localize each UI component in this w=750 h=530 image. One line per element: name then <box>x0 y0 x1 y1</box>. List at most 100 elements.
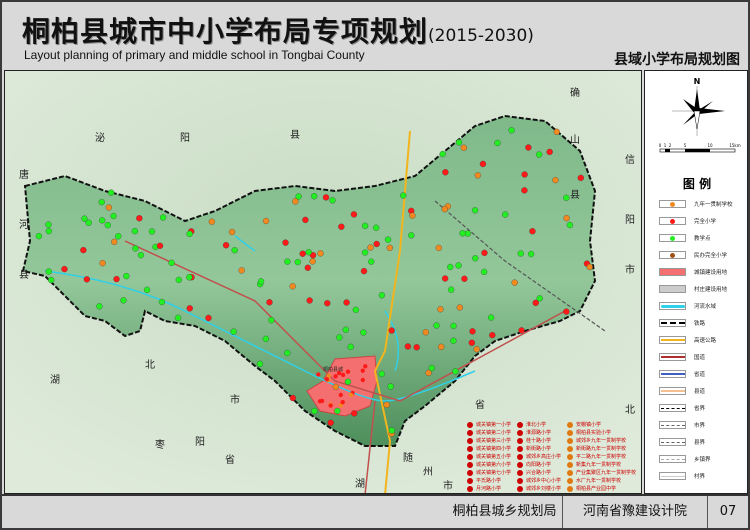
primary-school-marker[interactable] <box>461 275 468 282</box>
teaching-point-marker[interactable] <box>98 217 106 224</box>
primary-school-marker[interactable] <box>546 148 553 156</box>
primary-school-marker[interactable] <box>282 239 289 246</box>
primary-school-marker[interactable] <box>306 297 313 304</box>
teaching-point-marker[interactable] <box>159 214 167 221</box>
nine-year-school-marker[interactable] <box>111 238 118 246</box>
primary-school-marker[interactable] <box>479 160 487 168</box>
urban-school-marker[interactable] <box>333 374 338 379</box>
nine-year-school-marker[interactable] <box>511 279 518 286</box>
primary-school-marker[interactable] <box>222 242 230 249</box>
teaching-point-marker[interactable] <box>81 215 88 222</box>
teaching-point-marker[interactable] <box>186 230 193 238</box>
primary-school-marker[interactable] <box>404 343 411 350</box>
primary-school-marker[interactable] <box>83 276 91 283</box>
teaching-point-marker[interactable] <box>35 232 43 240</box>
teaching-point-marker[interactable] <box>480 268 488 275</box>
teaching-point-marker[interactable] <box>120 297 127 304</box>
nine-year-school-marker[interactable] <box>563 214 570 222</box>
teaching-point-marker[interactable] <box>284 258 291 265</box>
primary-school-marker[interactable] <box>469 328 476 335</box>
teaching-point-marker[interactable] <box>175 276 182 284</box>
primary-school-marker[interactable] <box>489 331 496 339</box>
teaching-point-marker[interactable] <box>257 278 265 285</box>
primary-school-marker[interactable] <box>324 300 331 307</box>
teaching-point-marker[interactable] <box>502 211 509 218</box>
primary-school-marker[interactable] <box>302 216 309 223</box>
primary-school-marker[interactable] <box>343 299 350 306</box>
urban-school-marker[interactable] <box>360 377 365 383</box>
teaching-point-marker[interactable] <box>347 343 354 351</box>
nine-year-school-marker[interactable] <box>238 267 245 274</box>
primary-school-marker[interactable] <box>577 174 584 182</box>
teaching-point-marker[interactable] <box>368 258 375 265</box>
nine-year-school-marker[interactable] <box>262 217 270 225</box>
nine-year-school-marker[interactable] <box>99 260 106 267</box>
urban-school-marker[interactable] <box>326 373 331 379</box>
teaching-point-marker[interactable] <box>439 150 446 158</box>
teaching-point-marker[interactable] <box>45 221 52 228</box>
nine-year-school-marker[interactable] <box>409 212 416 219</box>
teaching-point-marker[interactable] <box>408 232 415 239</box>
teaching-point-marker[interactable] <box>295 193 302 200</box>
urban-school-marker[interactable] <box>340 372 346 378</box>
teaching-point-marker[interactable] <box>448 286 455 293</box>
teaching-point-marker[interactable] <box>388 427 395 434</box>
teaching-point-marker[interactable] <box>447 263 454 271</box>
teaching-point-marker[interactable] <box>336 334 343 341</box>
primary-school-marker[interactable] <box>304 264 311 271</box>
teaching-point-marker[interactable] <box>360 329 367 336</box>
teaching-point-marker[interactable] <box>123 272 130 280</box>
primary-school-marker[interactable] <box>309 252 317 259</box>
nine-year-school-marker[interactable] <box>473 346 480 353</box>
teaching-point-marker[interactable] <box>527 250 535 258</box>
primary-school-marker[interactable] <box>61 265 68 273</box>
teaching-point-marker[interactable] <box>230 328 237 335</box>
teaching-point-marker[interactable] <box>45 227 53 235</box>
teaching-point-marker[interactable] <box>231 247 238 254</box>
nine-year-school-marker[interactable] <box>460 144 468 151</box>
primary-school-marker[interactable] <box>113 275 120 283</box>
teaching-point-marker[interactable] <box>342 326 349 333</box>
primary-school-marker[interactable] <box>529 228 536 235</box>
nine-year-school-marker[interactable] <box>208 218 215 225</box>
urban-school-marker[interactable] <box>360 368 365 373</box>
nine-year-school-marker[interactable] <box>441 206 448 213</box>
teaching-point-marker[interactable] <box>361 249 369 256</box>
urban-school-marker[interactable] <box>316 372 321 377</box>
primary-school-marker[interactable] <box>289 394 297 402</box>
nine-year-school-marker[interactable] <box>386 244 393 251</box>
nine-year-school-marker[interactable] <box>553 128 560 135</box>
teaching-point-marker[interactable] <box>344 378 352 385</box>
primary-school-marker[interactable] <box>518 327 525 334</box>
primary-school-marker[interactable] <box>413 344 420 351</box>
nine-year-school-marker[interactable] <box>552 176 559 184</box>
urban-school-marker[interactable] <box>324 377 330 382</box>
teaching-point-marker[interactable] <box>487 314 495 321</box>
primary-school-marker[interactable] <box>521 171 528 178</box>
teaching-point-marker[interactable] <box>536 295 543 302</box>
teaching-point-marker[interactable] <box>110 212 117 220</box>
teaching-point-marker[interactable] <box>96 303 103 310</box>
teaching-point-marker[interactable] <box>459 230 466 237</box>
primary-school-marker[interactable] <box>338 223 345 230</box>
nine-year-school-marker[interactable] <box>435 244 442 252</box>
teaching-point-marker[interactable] <box>115 233 122 240</box>
teaching-point-marker[interactable] <box>508 127 515 134</box>
teaching-point-marker[interactable] <box>262 335 270 343</box>
nine-year-school-marker[interactable] <box>437 306 444 313</box>
teaching-point-marker[interactable] <box>566 221 574 229</box>
teaching-point-marker[interactable] <box>378 370 385 378</box>
nine-year-school-marker[interactable] <box>228 228 236 236</box>
teaching-point-marker[interactable] <box>311 193 318 200</box>
nine-year-school-marker[interactable] <box>367 244 374 251</box>
urban-school-marker[interactable] <box>363 364 368 369</box>
teaching-point-marker[interactable] <box>168 259 175 266</box>
county-map[interactable]: 唐河县泌阳县确山县信阳市湖北省枣阳市随州市湖北省 城关镇第一小学 城关镇第二小学城… <box>4 70 642 494</box>
teaching-point-marker[interactable] <box>455 262 462 269</box>
primary-school-marker[interactable] <box>327 419 334 426</box>
teaching-point-marker[interactable] <box>535 151 543 158</box>
primary-school-marker[interactable] <box>350 211 358 218</box>
primary-school-marker[interactable] <box>136 215 143 222</box>
teaching-point-marker[interactable] <box>158 298 166 306</box>
primary-school-marker[interactable] <box>481 249 488 257</box>
